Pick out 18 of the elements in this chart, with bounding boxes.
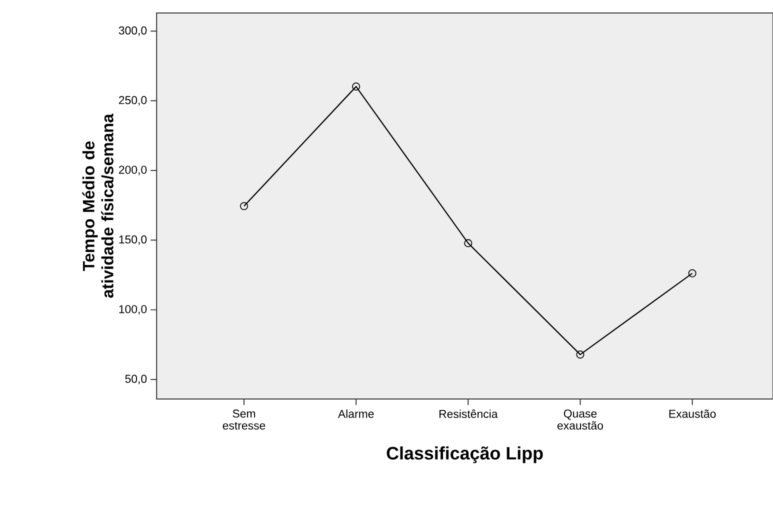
x-tick-label: Exaustão <box>669 410 716 418</box>
y-tick-label: 150,0 <box>119 235 147 245</box>
y-tick-label: 50,0 <box>125 374 147 384</box>
point <box>240 202 248 210</box>
x-tick-label: Quase exaustão <box>557 410 603 430</box>
point <box>576 350 584 359</box>
x-axis-title: Classificação Lipp <box>386 446 543 464</box>
x-tick-label: Sem estresse <box>222 410 266 430</box>
x-tick-label: Alarme <box>338 410 374 418</box>
point <box>464 239 472 248</box>
point <box>688 269 696 278</box>
y-tick-label: 100,0 <box>119 305 147 315</box>
y-tick-label: 300,0 <box>118 26 147 36</box>
y-axis-title: Tempo Médio de atividade física/semana <box>82 114 114 298</box>
point <box>352 82 360 91</box>
y-tick-label: 200,0 <box>118 166 147 176</box>
x-tick-label: Resistência <box>439 410 498 418</box>
y-tick-label: 250,0 <box>118 96 147 106</box>
